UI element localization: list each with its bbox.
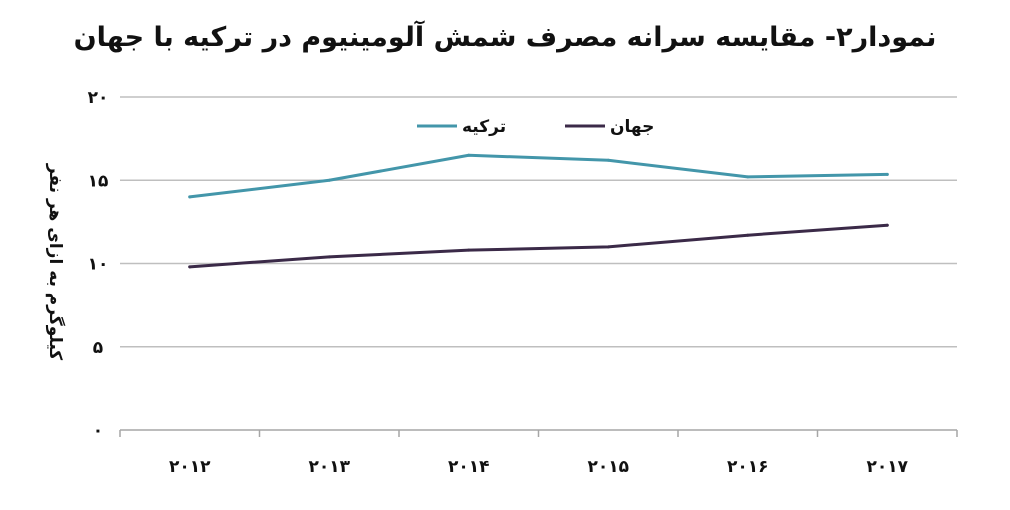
- data-point: [188, 265, 192, 269]
- data-point: [467, 248, 471, 252]
- data-point: [467, 153, 471, 157]
- x-axis-ticks: ۲۰۱۲ ۲۰۱۳ ۲۰۱۴ ۲۰۱۵ ۲۰۱۶ ۲۰۱۷: [169, 457, 909, 477]
- y-tick-label: ۱۵: [88, 171, 109, 191]
- data-point: [606, 158, 610, 162]
- y-tick-label: ۵: [93, 338, 103, 358]
- data-point: [606, 245, 610, 249]
- legend: ترکیه جهان: [417, 117, 654, 137]
- data-point: [885, 172, 889, 176]
- data-point: [746, 175, 750, 179]
- y-tick-label: ۱۰: [88, 255, 109, 275]
- x-tick-label: ۲۰۱۲: [169, 457, 211, 477]
- x-tick-label: ۲۰۱۶: [727, 457, 769, 477]
- y-tick-label: ۰: [93, 421, 103, 441]
- gridlines: [120, 96, 957, 348]
- chart-title: نمودار۲- مقایسه سرانه مصرف شمش آلومینیوم…: [73, 22, 937, 53]
- data-point: [327, 255, 331, 259]
- y-tick-label: ۲۰: [88, 88, 109, 108]
- y-axis-ticks: ۰ ۵ ۱۰ ۱۵ ۲۰: [88, 88, 109, 441]
- x-axis: [119, 429, 958, 437]
- series-line-1: [188, 223, 889, 269]
- data-point: [327, 178, 331, 182]
- data-point: [885, 223, 889, 227]
- series-line-0: [188, 153, 889, 199]
- legend-label: ترکیه: [462, 117, 506, 137]
- data-point: [188, 195, 192, 199]
- legend-label: جهان: [610, 117, 654, 137]
- x-tick-label: ۲۰۱۴: [448, 457, 490, 477]
- series-lines: [188, 153, 889, 269]
- x-tick-label: ۲۰۱۳: [308, 457, 350, 477]
- data-point: [746, 233, 750, 237]
- y-axis-label: کیلوگرم به ازای هر نفر: [45, 163, 66, 360]
- x-tick-label: ۲۰۱۷: [866, 457, 908, 477]
- x-tick-label: ۲۰۱۵: [587, 457, 629, 477]
